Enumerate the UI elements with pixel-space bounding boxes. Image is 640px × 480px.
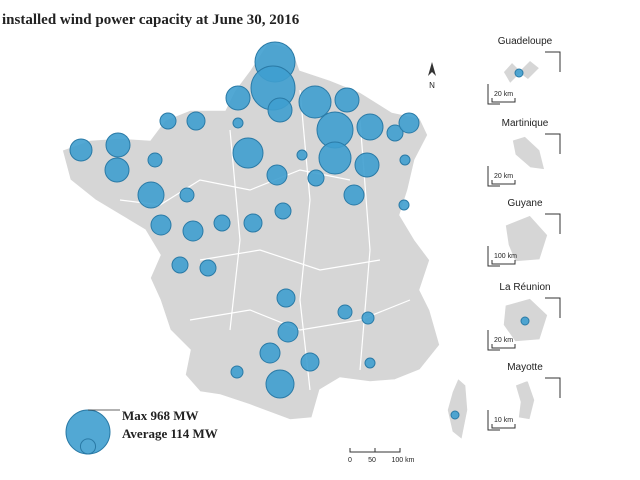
- capacity-bubble: [364, 357, 376, 369]
- inset-scale-label: 100 km: [494, 253, 517, 260]
- inset-land: [504, 214, 549, 263]
- capacity-bubble: [199, 259, 217, 277]
- capacity-bubble: [259, 342, 281, 364]
- capacity-bubble: [186, 111, 206, 131]
- capacity-bubble: [277, 321, 299, 343]
- bubbles: [69, 41, 530, 420]
- capacity-bubble: [171, 256, 189, 274]
- capacity-bubble: [266, 164, 288, 186]
- capacity-bubble: [399, 154, 411, 166]
- inset-title: Martinique: [502, 118, 549, 129]
- inset-scale: [491, 180, 516, 185]
- capacity-bubble: [298, 85, 332, 119]
- capacity-bubble: [398, 199, 410, 211]
- capacity-bubble: [182, 220, 204, 242]
- inset-scale: [491, 98, 516, 103]
- inset-land: [514, 379, 536, 421]
- corsica: [446, 376, 469, 442]
- inset-frame: [487, 51, 561, 105]
- capacity-bubble: [361, 311, 375, 325]
- north-arrow: [428, 62, 436, 76]
- capacity-bubble: [230, 365, 244, 379]
- title: installed wind power capacity at June 30…: [2, 12, 300, 28]
- capacity-bubble: [354, 152, 380, 178]
- legend: Max 968 MW Average 114 MW: [65, 408, 218, 455]
- capacity-bubble: [520, 316, 530, 326]
- region-borders: [119, 89, 411, 391]
- north-label: N: [429, 81, 435, 90]
- capacity-bubble: [213, 214, 231, 232]
- scale-label: 0: [348, 457, 352, 464]
- capacity-bubble: [450, 410, 460, 420]
- capacity-bubble: [296, 149, 308, 161]
- inset-scale-label: 20 km: [494, 173, 513, 180]
- inset-frame: [487, 133, 561, 187]
- inset-title: La Réunion: [499, 282, 550, 293]
- legend-circle-max: [65, 409, 111, 455]
- capacity-bubble: [514, 68, 524, 78]
- legend-max: Max 968 MW: [122, 408, 199, 423]
- capacity-bubble: [274, 202, 292, 220]
- capacity-bubble: [179, 187, 195, 203]
- capacity-bubble: [159, 112, 177, 130]
- capacity-bubble: [307, 169, 325, 187]
- capacity-bubble: [137, 181, 165, 209]
- capacity-bubble: [232, 137, 264, 169]
- inset-scale: [491, 424, 516, 429]
- capacity-bubble: [105, 132, 131, 158]
- capacity-bubble: [356, 113, 384, 141]
- inset-frame: [487, 213, 561, 267]
- capacity-bubble: [267, 97, 293, 123]
- capacity-bubble: [225, 85, 251, 111]
- capacity-bubble: [104, 157, 130, 183]
- inset-title: Guadeloupe: [498, 36, 553, 47]
- scale-label: 100 km: [392, 457, 415, 464]
- capacity-bubble: [337, 304, 353, 320]
- capacity-bubble: [343, 184, 365, 206]
- scale-label: 50: [368, 457, 376, 464]
- capacity-bubble: [232, 117, 244, 129]
- capacity-bubble: [318, 141, 352, 175]
- capacity-bubble: [69, 138, 93, 162]
- legend-average: Average 114 MW: [122, 426, 218, 441]
- capacity-bubble: [398, 112, 420, 134]
- capacity-bubble: [150, 214, 172, 236]
- capacity-bubble: [265, 369, 295, 399]
- inset-frame: [487, 297, 561, 351]
- inset-scale: [491, 260, 516, 265]
- capacity-bubble: [243, 213, 263, 233]
- inset-scale-label: 10 km: [494, 417, 513, 424]
- inset-scale-label: 20 km: [494, 337, 513, 344]
- legend-circle-average: [79, 438, 97, 455]
- inset-land: [511, 135, 546, 171]
- capacity-bubble: [334, 87, 360, 113]
- capacity-bubble: [276, 288, 296, 308]
- capacity-bubble: [386, 124, 404, 142]
- inset-frame: [487, 377, 561, 431]
- capacity-bubble: [300, 352, 320, 372]
- inset-scale: [491, 344, 516, 349]
- capacity-bubble: [147, 152, 163, 168]
- scale-bar: [349, 448, 401, 453]
- inset-title: Guyane: [507, 198, 542, 209]
- inset-title: Mayotte: [507, 362, 543, 373]
- inset-scale-label: 20 km: [494, 91, 513, 98]
